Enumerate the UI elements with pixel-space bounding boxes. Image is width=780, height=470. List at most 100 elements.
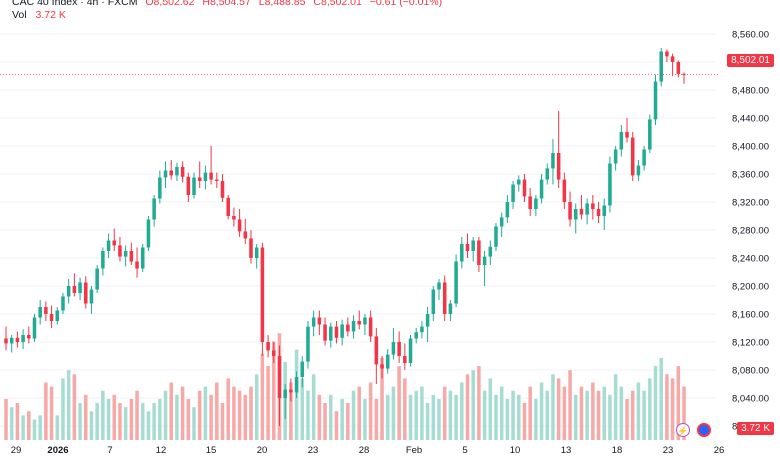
volume-bar <box>260 353 265 440</box>
candle-body <box>494 226 498 247</box>
volume-bar <box>562 386 567 440</box>
volume-bar <box>551 374 555 440</box>
volume-bar <box>4 398 8 440</box>
volume-bar <box>602 386 607 440</box>
candle-body <box>573 209 578 220</box>
volume-bar <box>499 386 504 440</box>
volume-bar <box>32 419 37 440</box>
candle-body <box>232 216 236 220</box>
candle-body <box>596 209 601 216</box>
volume-bar <box>471 370 475 440</box>
candle-body <box>665 51 669 57</box>
volume-bars <box>4 333 686 440</box>
candle-body <box>106 240 111 251</box>
candle-body <box>220 181 225 198</box>
volume-bar <box>482 390 487 440</box>
candle-body <box>403 356 407 363</box>
candle-body <box>294 377 299 393</box>
volume-bar <box>368 382 373 440</box>
volume-bar <box>289 382 293 440</box>
candle-body <box>380 364 384 369</box>
candle-body <box>465 244 470 251</box>
volume-bar <box>636 382 641 440</box>
y-tick-label: 8,440.00 <box>732 114 769 125</box>
volume-bar <box>568 370 572 440</box>
candle-body <box>101 251 105 269</box>
candle-body <box>585 203 589 215</box>
volume-bar <box>311 374 316 440</box>
volume-bar <box>129 398 134 440</box>
y-tick-label: 8,040.00 <box>732 394 769 405</box>
candle-body <box>289 389 293 393</box>
volume-bar <box>203 386 208 440</box>
candle-body <box>477 240 481 265</box>
lightning-icon[interactable]: ⚡ <box>676 423 690 437</box>
candle-body <box>146 219 151 248</box>
volume-bar <box>670 378 675 440</box>
volume-bar <box>89 411 94 440</box>
volume-bar <box>209 394 213 440</box>
volume-bar <box>591 382 595 440</box>
volume-bar <box>306 390 310 440</box>
candle-body <box>334 326 339 338</box>
candle-body <box>636 165 641 176</box>
volume-bar <box>545 390 550 440</box>
volume-bar <box>665 374 669 440</box>
volume-bar <box>21 415 25 440</box>
volume-bar <box>682 386 686 440</box>
y-tick-label: 8,200.00 <box>732 282 769 293</box>
volume-bar <box>334 411 339 440</box>
candle-body <box>676 62 681 74</box>
volume-bar <box>72 374 77 440</box>
volume-bar <box>61 378 65 440</box>
candle-body <box>460 244 464 262</box>
candle-body <box>192 177 196 195</box>
y-tick-label: 8,480.00 <box>732 86 769 97</box>
candle-body <box>249 238 253 258</box>
candle-body <box>300 361 305 377</box>
candle-body <box>61 296 65 311</box>
candle-body <box>368 317 373 337</box>
volume-bar <box>608 394 612 440</box>
candle-body <box>118 245 122 257</box>
candle-body <box>420 326 424 333</box>
x-tick-label: 12 <box>156 445 167 456</box>
candle-body <box>556 153 561 180</box>
candle-body <box>437 282 441 290</box>
x-tick-label: 5 <box>462 445 467 456</box>
candle-body <box>129 251 134 262</box>
x-tick-label: 23 <box>308 445 319 456</box>
candle-body <box>608 163 612 206</box>
candle-body <box>357 321 362 325</box>
candle-body <box>49 314 54 321</box>
candle-body <box>630 137 635 176</box>
x-tick-label: 26 <box>714 445 725 456</box>
candle-body <box>283 389 287 398</box>
candle-body <box>237 219 242 232</box>
flag-icon[interactable] <box>697 423 711 437</box>
time-axis: 29 2026 7 12 15 20 23 28 Feb 5 10 13 18 23 26 <box>11 445 725 456</box>
volume-bar <box>408 394 413 440</box>
symbol-label: CAC 40 Index · 4h · FXCM <box>12 0 138 8</box>
candle-body <box>163 170 168 178</box>
volume-bar <box>186 398 191 440</box>
volume-bar <box>169 382 173 440</box>
candle-body <box>551 153 555 169</box>
candle-body <box>648 119 652 150</box>
volume-bar <box>488 378 493 440</box>
volume-bar <box>465 374 470 440</box>
volume-bar <box>328 394 333 440</box>
volume-bar <box>272 341 276 440</box>
volume-bar <box>385 394 390 440</box>
volume-bar <box>585 390 589 440</box>
candle-body <box>505 202 510 218</box>
x-tick-label: 20 <box>257 445 268 456</box>
volume-bar <box>237 390 242 440</box>
volume-bar <box>101 390 105 440</box>
low-value: L8,488.85 <box>258 0 306 8</box>
volume-bar <box>642 390 646 440</box>
volume-bar <box>146 411 151 440</box>
volume-bar <box>648 378 652 440</box>
close-value: C8,502.01 <box>313 0 362 8</box>
